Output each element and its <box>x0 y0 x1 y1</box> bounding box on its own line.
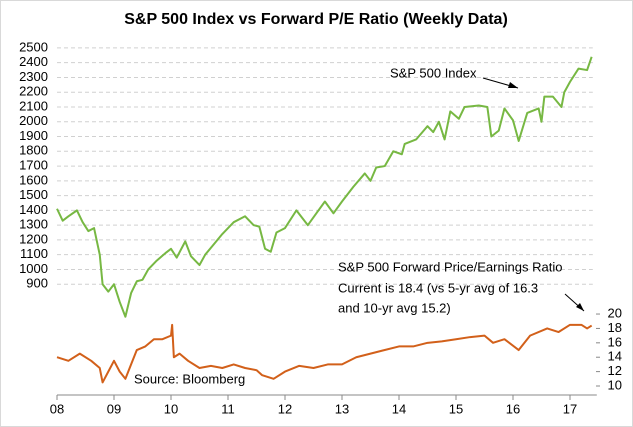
x-tick-label: 10 <box>164 401 178 416</box>
y-tick-label: 1900 <box>19 128 48 143</box>
y-tick-label: 1700 <box>19 158 48 173</box>
series-label: S&P 500 Forward Price/Earnings Ratio <box>338 259 562 274</box>
y2-tick-label: 12 <box>608 363 622 378</box>
y2-tick-label: 10 <box>608 377 622 392</box>
y-tick-label: 2500 <box>19 39 48 54</box>
y-tick-label: 2300 <box>19 69 48 84</box>
y-tick-label: 900 <box>26 276 48 291</box>
series-line <box>56 56 593 318</box>
arrow-head <box>508 82 518 88</box>
y-tick-label: 2200 <box>19 84 48 99</box>
series-label: S&P 500 Index <box>390 65 477 80</box>
y-tick-label: 1100 <box>20 246 48 261</box>
y-tick-label: 1800 <box>19 143 48 158</box>
x-tick-label: 12 <box>278 401 292 416</box>
annotation: Source: Bloomberg <box>134 371 245 386</box>
y2-tick-label: 20 <box>608 305 622 320</box>
x-tick-label: 17 <box>563 401 577 416</box>
x-tick-label: 09 <box>107 401 121 416</box>
y-tick-label: 1000 <box>19 261 48 276</box>
arrow-head <box>576 303 584 311</box>
x-tick-label: 15 <box>449 401 463 416</box>
y2-tick-label: 14 <box>608 349 622 364</box>
annotation: Current is 18.4 (vs 5-yr avg of 16.3 <box>338 280 538 295</box>
x-tick-label: 16 <box>506 401 520 416</box>
y-tick-label: 1600 <box>19 172 48 187</box>
y-tick-label: 2000 <box>19 113 48 128</box>
series-line <box>56 323 593 384</box>
x-tick-label: 13 <box>335 401 349 416</box>
y-tick-label: 1200 <box>19 231 48 246</box>
x-tick-label: 08 <box>50 401 64 416</box>
chart-title: S&P 500 Index vs Forward P/E Ratio (Week… <box>124 11 508 28</box>
x-tick-label: 14 <box>392 401 406 416</box>
y-tick-label: 1400 <box>19 202 48 217</box>
y2-tick-label: 16 <box>608 334 622 349</box>
y2-tick-label: 18 <box>608 320 622 335</box>
y-tick-label: 1500 <box>19 187 48 202</box>
y-tick-label: 1300 <box>19 217 48 232</box>
annotation: and 10-yr avg 15.2) <box>338 300 451 315</box>
x-tick-label: 11 <box>221 401 235 416</box>
y-tick-label: 2400 <box>19 54 48 69</box>
y-tick-label: 2100 <box>19 98 48 113</box>
